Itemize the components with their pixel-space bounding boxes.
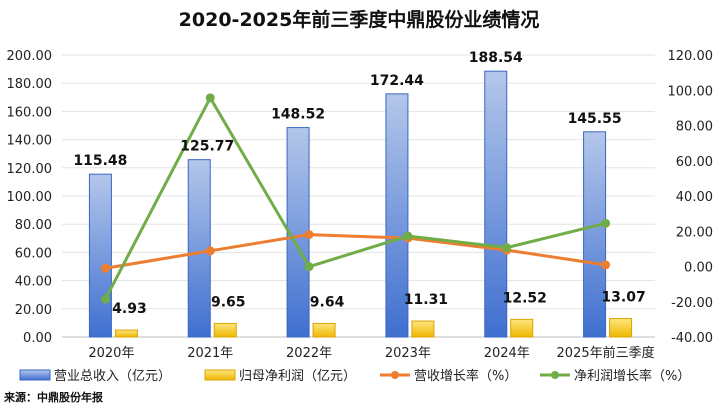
net-profit-bar [510, 318, 534, 338]
revenue-bar [583, 131, 607, 338]
profit-growth-point [205, 93, 215, 103]
left-tick-label: 40.00 [15, 275, 52, 290]
x-tick-label: 2022年 [286, 346, 332, 361]
left-tick-label: 180.00 [7, 77, 53, 92]
profit-growth-point [304, 262, 314, 272]
x-tick-label: 2021年 [187, 346, 233, 361]
revenue-bar [385, 93, 409, 338]
revenue-data-label: 115.48 [73, 153, 127, 169]
right-tick-label: 100.00 [668, 84, 714, 99]
net-profit-bar [213, 322, 237, 338]
legend: 营业总收入（亿元） 归母净利润（亿元） 营收增长率（%） 净利润增长率（%） [19, 368, 690, 384]
net-profit-bar [312, 322, 336, 338]
net-profit-data-label: 4.93 [112, 301, 147, 317]
revenue-growth-point [100, 263, 110, 273]
legend-swatch-bar [204, 369, 236, 381]
source-note: 来源：中鼎股份年报 [3, 390, 104, 404]
x-tick-label: 2020年 [88, 346, 134, 361]
revenue-data-label: 145.55 [568, 111, 622, 127]
legend-label: 净利润增长率（%） [574, 368, 690, 384]
legend-swatch-marker [391, 371, 399, 379]
revenue-growth-point [601, 260, 611, 270]
profit-growth-point [502, 243, 512, 253]
right-tick-label: -20.00 [671, 296, 713, 311]
revenue-bar [88, 173, 112, 338]
legend-label: 营收增长率（%） [414, 368, 517, 384]
profit-growth-line [104, 94, 606, 300]
net-profit-bar [114, 329, 138, 338]
left-tick-label: 140.00 [7, 134, 53, 149]
profit-growth-point [100, 294, 110, 304]
left-tick-label: 160.00 [7, 105, 53, 120]
left-tick-label: 60.00 [15, 246, 52, 261]
left-tick-label: 80.00 [15, 218, 52, 233]
left-tick-label: 0.00 [23, 331, 52, 346]
legend-label: 归母净利润（亿元） [239, 369, 356, 384]
net-profit-data-label: 11.31 [404, 292, 448, 308]
profit-growth-point [403, 231, 413, 241]
revenue-data-label: 148.52 [271, 107, 325, 123]
revenue-data-label: 172.44 [370, 73, 424, 89]
right-tick-label: 120.00 [668, 49, 714, 64]
net-profit-bar [411, 320, 435, 338]
right-tick-label: 20.00 [676, 225, 713, 240]
net-profit-data-label: 13.07 [601, 290, 645, 306]
legend-swatch-bar [19, 369, 51, 381]
right-tick-label: 80.00 [676, 120, 713, 135]
right-tick-label: 40.00 [676, 190, 713, 205]
right-tick-label: -40.00 [671, 331, 713, 346]
left-tick-label: 120.00 [7, 162, 53, 177]
profit-growth-point [601, 218, 611, 228]
revenue-data-label: 188.54 [469, 50, 523, 66]
legend-label: 营业总收入（亿元） [54, 369, 171, 384]
left-tick-label: 20.00 [15, 303, 52, 318]
x-tick-label: 2024年 [484, 346, 530, 361]
left-tick-label: 200.00 [7, 49, 53, 64]
revenue-data-label: 125.77 [180, 139, 234, 155]
legend-swatch-marker [551, 371, 559, 379]
left-tick-label: 100.00 [7, 190, 53, 205]
x-tick-label: 2025年前三季度 [557, 345, 655, 361]
net-profit-data-label: 9.64 [310, 294, 345, 310]
chart-title: 2020-2025年前三季度中鼎股份业绩情况 [179, 8, 540, 31]
revenue-growth-point [205, 246, 215, 256]
right-tick-label: 0.00 [684, 261, 713, 276]
revenue-growth-point [304, 230, 314, 240]
revenue-bar [484, 70, 508, 338]
revenue-growth-line [105, 233, 606, 270]
net-profit-bar [609, 318, 633, 338]
right-tick-label: 60.00 [676, 155, 713, 170]
net-profit-data-label: 9.65 [211, 294, 246, 310]
net-profit-data-label: 12.52 [503, 290, 547, 306]
x-tick-label: 2023年 [385, 346, 431, 361]
